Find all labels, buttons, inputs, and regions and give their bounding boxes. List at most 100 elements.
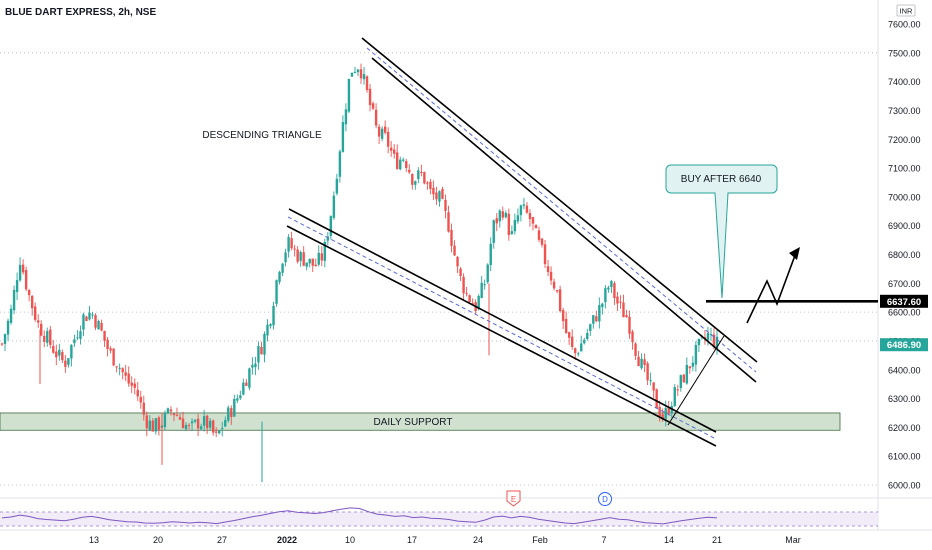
candle-body	[130, 382, 133, 386]
candle-body	[586, 332, 589, 340]
candle-body	[453, 245, 456, 256]
y-tick-label: 7400.00	[888, 77, 921, 87]
candle-body	[281, 263, 284, 273]
candle-body	[676, 389, 679, 391]
candle-body	[709, 333, 713, 335]
candle-body	[233, 399, 236, 417]
upper-channel-line-top[interactable]	[361, 37, 758, 363]
candle-body	[417, 170, 420, 180]
y-tick-label: 6100.00	[888, 452, 921, 462]
candle-body	[441, 188, 444, 199]
x-tick-label: 17	[407, 535, 417, 545]
lower-channel-line-bottom[interactable]	[286, 225, 717, 447]
candle-body	[239, 395, 242, 399]
candle-body	[414, 181, 417, 185]
candle-body	[6, 320, 10, 335]
candle-body	[426, 182, 429, 184]
earnings-marker-label: E	[511, 495, 516, 504]
projection-path[interactable]	[746, 249, 798, 324]
candle-body	[211, 420, 215, 433]
candle-body	[504, 212, 508, 218]
candle-body	[570, 336, 574, 347]
candle-body	[350, 72, 354, 77]
candle-body	[272, 305, 275, 326]
candle-body	[169, 409, 173, 412]
candle-body	[208, 420, 212, 428]
candle-body	[338, 151, 342, 177]
candle-body	[682, 374, 686, 383]
candle-body	[471, 303, 474, 305]
buy-callout[interactable]: BUY AFTER 6640	[665, 164, 778, 299]
candle-body	[263, 333, 266, 355]
candle-body	[193, 419, 197, 422]
rsi-pane[interactable]	[0, 507, 878, 527]
candle-body	[423, 172, 426, 184]
time-axis[interactable]: 13 20 27 2022 10 17 24 Feb 7 14 21 Mar	[89, 535, 801, 545]
daily-support-zone[interactable]: DAILY SUPPORT	[0, 412, 841, 431]
candle-body	[67, 358, 70, 365]
candle-body	[580, 343, 583, 352]
candle-body	[91, 314, 94, 316]
candle-body	[655, 389, 658, 408]
x-tick-label: 24	[473, 535, 483, 545]
candle-body	[402, 159, 405, 161]
candle-body	[245, 382, 248, 386]
candle-body	[221, 428, 224, 430]
candle-body	[356, 69, 360, 73]
candle-body	[148, 420, 152, 430]
candle-body	[133, 383, 136, 388]
candle-body	[85, 316, 88, 322]
candle-body	[643, 359, 646, 365]
candle-body	[598, 305, 601, 322]
candle-body	[24, 270, 28, 290]
candle-body	[619, 301, 622, 303]
candle-body	[522, 204, 526, 206]
candle-body	[18, 264, 22, 281]
candle-body	[118, 367, 121, 369]
candle-body	[287, 236, 290, 252]
earnings-marker[interactable]: E	[506, 490, 521, 507]
candle-body	[480, 282, 483, 298]
candle-body	[622, 302, 625, 318]
dividend-marker[interactable]: D	[598, 492, 612, 506]
x-tick-label: 14	[664, 535, 674, 545]
candle-body	[435, 192, 438, 200]
candle-body	[61, 352, 64, 361]
candle-body	[88, 312, 91, 320]
candle-body	[121, 368, 124, 373]
candle-body	[447, 212, 450, 232]
candle-body	[679, 375, 682, 389]
x-tick-label: Feb	[532, 535, 548, 545]
candle-body	[613, 283, 616, 298]
candle-body	[607, 287, 610, 290]
currency-badge: INR	[896, 4, 916, 17]
candle-body	[694, 344, 698, 365]
upper-channel-line-bottom[interactable]	[371, 57, 757, 383]
candle-body	[317, 252, 320, 265]
candle-body	[248, 368, 251, 388]
candle-body	[513, 219, 517, 232]
candle-body	[305, 262, 308, 267]
candle-body	[438, 191, 441, 202]
price-axis[interactable]: 7600.00 7500.00 7400.00 7300.00 7200.00 7100.…	[888, 20, 921, 491]
candle-body	[49, 329, 52, 345]
candle-body	[21, 264, 25, 273]
candle-body	[558, 289, 562, 312]
candle-body	[227, 407, 230, 421]
candle-body	[362, 74, 366, 80]
candle-body	[543, 244, 547, 265]
descending-channel[interactable]	[286, 37, 758, 447]
candle-body	[649, 380, 652, 382]
candle-body	[564, 318, 568, 333]
lower-channel-line-top[interactable]	[288, 208, 717, 433]
candle-body	[589, 324, 592, 331]
candle-body	[344, 109, 348, 125]
candle-body	[510, 231, 514, 234]
candle-body	[275, 280, 278, 304]
candle-body	[196, 418, 200, 429]
y-tick-label: 7300.00	[888, 106, 921, 116]
triangle-support-line[interactable]	[667, 335, 725, 426]
candle-body	[115, 366, 118, 368]
x-tick-label: 20	[153, 535, 163, 545]
